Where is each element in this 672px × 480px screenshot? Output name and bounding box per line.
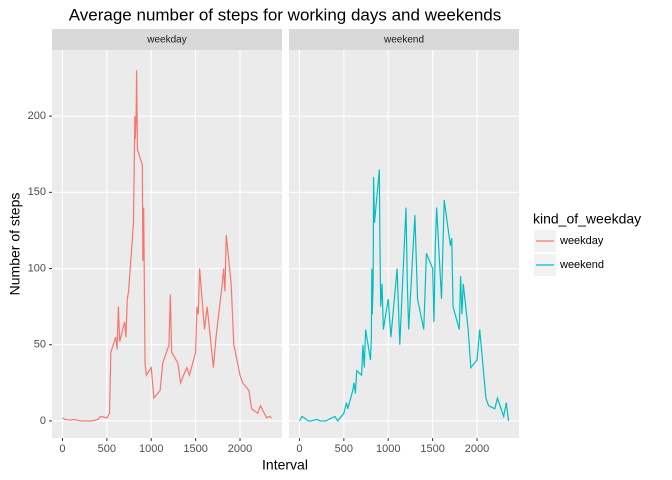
strip-background xyxy=(289,29,519,50)
x-tick-label: 0 xyxy=(296,443,302,455)
x-tick-label: 0 xyxy=(59,443,65,455)
x-tick-label: 1000 xyxy=(376,443,400,455)
x-tick-label: 1500 xyxy=(183,443,207,455)
strip-background xyxy=(52,29,282,50)
x-tick-label: 500 xyxy=(335,443,353,455)
data-line xyxy=(62,70,272,422)
x-axis-label: Interval xyxy=(262,457,308,473)
legend-label: weekend xyxy=(559,259,604,271)
x-tick-label: 2000 xyxy=(228,443,252,455)
strip-label: weekday xyxy=(146,35,186,46)
x-tick-label: 500 xyxy=(98,443,116,455)
x-tick-label: 2000 xyxy=(465,443,489,455)
panel-background xyxy=(52,50,282,438)
y-tick-label: 0 xyxy=(40,415,46,427)
y-tick-label: 100 xyxy=(28,262,46,274)
legend-title: kind_of_weekday xyxy=(533,211,641,227)
y-tick-label: 50 xyxy=(34,339,46,351)
chart-title: Average number of steps for working days… xyxy=(69,5,502,24)
y-tick-label: 200 xyxy=(28,110,46,122)
x-tick-label: 1000 xyxy=(139,443,163,455)
x-tick-label: 1500 xyxy=(420,443,444,455)
data-line xyxy=(298,169,510,422)
y-axis-label: Number of steps xyxy=(7,193,23,296)
strip-label: weekend xyxy=(383,35,424,46)
y-tick-label: 150 xyxy=(28,186,46,198)
legend-label: weekday xyxy=(559,235,604,247)
